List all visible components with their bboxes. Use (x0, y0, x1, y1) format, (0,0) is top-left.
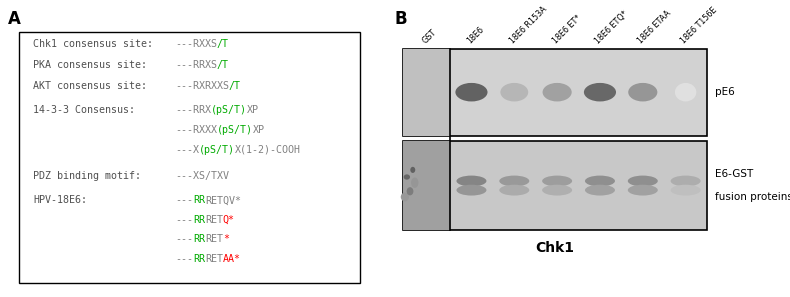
Text: 18E6 ET*: 18E6 ET* (551, 14, 583, 46)
Ellipse shape (543, 83, 572, 102)
Text: /T: /T (216, 60, 229, 70)
Ellipse shape (542, 185, 572, 195)
Text: Q*: Q* (223, 215, 235, 225)
Text: B: B (395, 10, 408, 28)
Text: /T: /T (229, 81, 241, 91)
Ellipse shape (401, 193, 408, 201)
Ellipse shape (628, 83, 657, 102)
Text: ---: --- (175, 254, 193, 264)
Text: 14-3-3 Consensus:: 14-3-3 Consensus: (33, 105, 135, 115)
Text: (pS/T): (pS/T) (211, 105, 246, 115)
Text: A: A (8, 10, 21, 28)
Text: /T: /T (216, 40, 229, 49)
Text: ---: --- (175, 195, 193, 206)
Ellipse shape (671, 185, 701, 195)
Text: RR: RR (193, 254, 205, 264)
Text: 18E6: 18E6 (465, 25, 486, 46)
Ellipse shape (455, 83, 487, 102)
Text: RETQV*: RETQV* (205, 195, 241, 206)
Ellipse shape (403, 173, 411, 181)
Ellipse shape (628, 185, 658, 195)
Text: ---RXRXXS: ---RXRXXS (175, 81, 229, 91)
Bar (19, 31, 360, 282)
Text: *: * (223, 234, 229, 244)
Text: Chk1 consensus site:: Chk1 consensus site: (33, 40, 153, 49)
Bar (403, 141, 450, 230)
Bar (403, 141, 707, 230)
Text: ---: --- (175, 215, 193, 225)
Text: RET: RET (205, 215, 223, 225)
Text: XP: XP (246, 105, 259, 115)
Text: (pS/T): (pS/T) (216, 125, 253, 135)
Ellipse shape (499, 185, 529, 195)
Text: 18E6 T156E: 18E6 T156E (679, 6, 719, 46)
Ellipse shape (542, 176, 572, 187)
Text: PDZ binding motif:: PDZ binding motif: (33, 170, 141, 181)
Ellipse shape (412, 178, 418, 187)
Text: fusion proteins: fusion proteins (715, 192, 790, 202)
Text: ---RXXS: ---RXXS (175, 40, 216, 49)
Ellipse shape (457, 176, 487, 187)
Text: XP: XP (253, 125, 265, 135)
Text: ---: --- (175, 234, 193, 244)
Text: ---XS/TXV: ---XS/TXV (175, 170, 229, 181)
Text: 18E6 ETAA: 18E6 ETAA (637, 9, 673, 46)
Bar (403, 49, 450, 136)
Ellipse shape (457, 185, 487, 195)
Ellipse shape (675, 83, 696, 102)
Text: ---RRX: ---RRX (175, 105, 211, 115)
Text: AKT consensus site:: AKT consensus site: (33, 81, 148, 91)
Text: E6-GST: E6-GST (715, 169, 753, 179)
Text: Chk1: Chk1 (536, 241, 574, 255)
Text: X(1-2)-COOH: X(1-2)-COOH (235, 145, 301, 155)
Ellipse shape (628, 176, 658, 187)
Ellipse shape (585, 176, 615, 187)
Ellipse shape (585, 185, 615, 195)
Text: RET: RET (205, 234, 223, 244)
Ellipse shape (671, 176, 701, 187)
Text: GST: GST (420, 28, 438, 46)
Text: PKA consensus site:: PKA consensus site: (33, 60, 148, 70)
Ellipse shape (407, 188, 413, 195)
Text: RR: RR (193, 234, 205, 244)
Text: 18E6 ETQ*: 18E6 ETQ* (593, 9, 630, 46)
Text: RR: RR (193, 215, 205, 225)
Text: ---RXXX: ---RXXX (175, 125, 216, 135)
Text: RR: RR (193, 195, 205, 206)
Text: (pS/T): (pS/T) (199, 145, 235, 155)
Text: pE6: pE6 (715, 87, 735, 97)
Bar (403, 49, 707, 136)
Text: 18E6 R153A: 18E6 R153A (508, 5, 549, 46)
Text: AA*: AA* (223, 254, 241, 264)
Text: RET: RET (205, 254, 223, 264)
Text: ---X: ---X (175, 145, 199, 155)
Text: HPV-18E6:: HPV-18E6: (33, 195, 88, 206)
Text: ---RRXS: ---RRXS (175, 60, 216, 70)
Ellipse shape (409, 167, 416, 173)
Ellipse shape (500, 83, 529, 102)
Ellipse shape (584, 83, 616, 102)
Ellipse shape (499, 176, 529, 187)
